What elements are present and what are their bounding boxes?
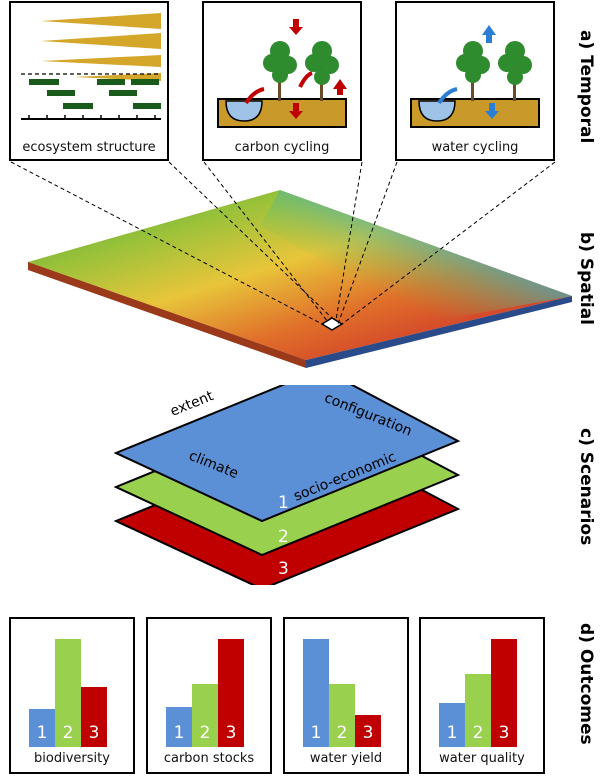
axis-ticks: [28, 115, 156, 119]
tree-left: [263, 41, 297, 101]
outcome-panel: 1 2 3 biodiversity: [9, 617, 135, 774]
outcome-bar: 3: [218, 639, 244, 747]
water-cycling-figure: [410, 25, 540, 128]
ecosystem-structure-panel: ecosystem structure: [9, 1, 169, 161]
outcome-caption: biodiversity: [34, 751, 110, 766]
carbon-cycling-panel: carbon cycling: [202, 1, 362, 161]
outcome-bar-number: 3: [225, 723, 237, 743]
outcome-bar-number: 3: [88, 723, 100, 743]
water-cycling-panel: water cycling: [395, 1, 555, 161]
bar-segment: [97, 79, 125, 85]
outcome-bar: 3: [491, 639, 517, 747]
bar-segment: [133, 103, 161, 109]
zoom-lines: [10, 161, 556, 325]
ecosystem-structure-figure: [21, 13, 161, 120]
outcome-bar-number: 2: [199, 723, 211, 743]
water-cycling-caption: water cycling: [431, 140, 519, 155]
blue-arrows: [482, 25, 499, 119]
carbon-cycling-caption: carbon cycling: [234, 140, 330, 155]
terrain-side: [28, 262, 306, 368]
label-outcomes: d) Outcomes: [576, 623, 596, 745]
bar-segment: [131, 79, 159, 85]
outcome-bar-number: 1: [36, 723, 48, 743]
outcome-bar-number: 3: [498, 723, 510, 743]
tree-right: [305, 41, 339, 101]
outcome-bar: 1: [439, 703, 465, 747]
gold-wedge-4: [41, 13, 161, 29]
outcome-caption: water quality: [439, 751, 525, 766]
terrain-highlands: [260, 190, 572, 322]
tree-right: [498, 41, 532, 101]
outcome-bar: 2: [192, 684, 218, 747]
bar-segment: [47, 90, 75, 96]
outcome-panel: 1 2 3 water yield: [283, 617, 409, 774]
red-curve-arrow-2: [298, 71, 313, 88]
bar-segment: [63, 103, 93, 109]
bar-segment: [109, 90, 137, 96]
outcome-bar: 1: [303, 639, 329, 747]
water-pool: [225, 100, 263, 122]
outcome-bar: 1: [166, 707, 192, 747]
outcome-caption: carbon stocks: [163, 751, 255, 766]
outcome-bar: 2: [329, 684, 355, 747]
outcome-bar-number: 2: [472, 723, 484, 743]
outcome-panel: 1 2 3 water quality: [419, 617, 545, 774]
outcome-bar-number: 1: [173, 723, 185, 743]
layer-1-blue: [113, 385, 461, 523]
outcome-bar: 2: [465, 674, 491, 747]
label-spatial: b) Spatial: [576, 232, 596, 325]
gold-wedge-2: [41, 55, 161, 67]
carbon-cycling-figure: [217, 19, 347, 128]
red-arrows: [289, 19, 347, 119]
outcome-caption: water yield: [309, 751, 383, 766]
outcome-bar-number: 3: [362, 723, 374, 743]
outcome-panel: 1 2 3 carbon stocks: [146, 617, 272, 774]
terrain-side-right: [306, 296, 572, 368]
outcome-bar-number: 1: [310, 723, 322, 743]
tree-left: [456, 41, 490, 101]
layer-number-3: 3: [278, 559, 289, 579]
outcome-bar: 2: [55, 639, 81, 747]
outcome-bar-number: 2: [62, 723, 74, 743]
label-temporal: a) Temporal: [576, 30, 596, 144]
outcome-bar-number: 2: [336, 723, 348, 743]
outcome-bar: 3: [355, 715, 381, 747]
layer-number-1: 1: [278, 493, 289, 513]
scenario-layers: 3 2 1 climate socio-economic: [113, 385, 461, 585]
gold-wedge-1: [41, 33, 161, 49]
label-scenarios: c) Scenarios: [576, 428, 596, 546]
water-pool: [418, 100, 456, 122]
outcome-bar: 3: [81, 687, 107, 747]
layer-number-2: 2: [278, 527, 289, 547]
outcome-bar: 1: [29, 709, 55, 747]
blue-curve-arrow: [437, 87, 458, 105]
red-curve-arrow: [244, 87, 265, 105]
bar-segment: [29, 79, 59, 85]
outcome-bar-number: 1: [446, 723, 458, 743]
ecosystem-structure-caption: ecosystem structure: [22, 140, 156, 155]
landscape-figure: [10, 161, 572, 368]
